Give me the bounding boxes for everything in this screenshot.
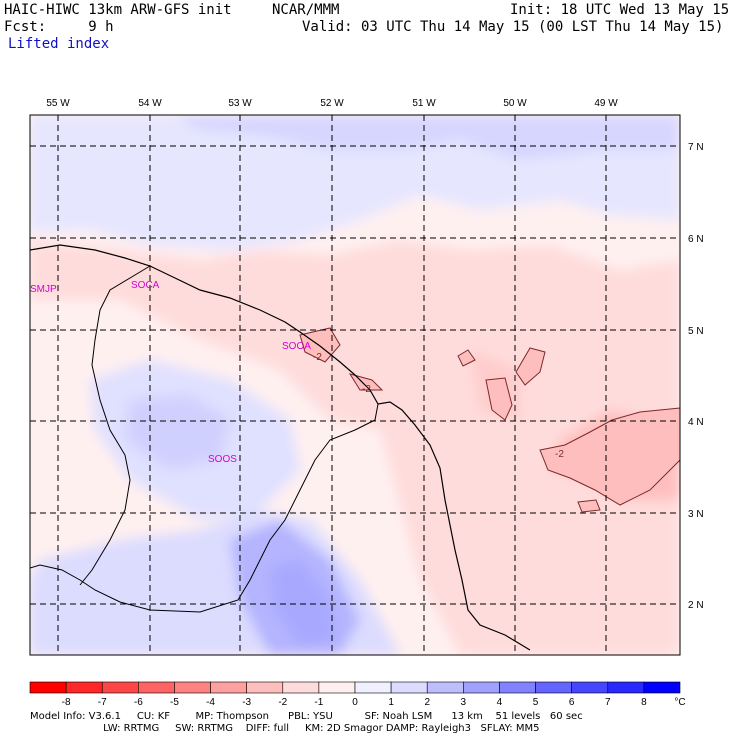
colorbar-tick-label: 2 bbox=[424, 697, 430, 708]
model-info-line2: LW: RRTMG SW: RRTMG DIFF: full KM: 2D Sm… bbox=[30, 723, 540, 734]
colorbar-swatch bbox=[138, 681, 175, 694]
colorbar-swatch bbox=[65, 681, 103, 694]
shaded-field: SMJP SOCA SOOA SOOS -2 -2 -2 bbox=[30, 115, 680, 655]
colorbar-tick-label: 8 bbox=[641, 697, 647, 708]
colorbar-tick-label: 3 bbox=[461, 697, 467, 708]
station-label-sooa: SOOA bbox=[282, 341, 311, 352]
station-label-smjp: SMJP bbox=[30, 284, 57, 295]
field-name: Lifted index bbox=[8, 36, 110, 52]
colorbar-tick-label: -7 bbox=[98, 697, 107, 708]
colorbar-swatch bbox=[535, 681, 572, 694]
lat-label: 4 N bbox=[688, 417, 704, 428]
contour-label: -2 bbox=[555, 449, 564, 460]
lat-label: 3 N bbox=[688, 509, 704, 520]
model-info-line1: Model Info: V3.6.1 CU: KF MP: Thompson P… bbox=[30, 711, 583, 722]
lat-lon-grid bbox=[30, 115, 680, 655]
colorbar-swatch bbox=[29, 681, 67, 694]
colorbar-swatch bbox=[282, 681, 320, 694]
lat-label: 2 N bbox=[688, 600, 704, 611]
colorbar-swatch bbox=[643, 681, 681, 694]
colorbar-swatch bbox=[318, 681, 356, 694]
lat-label: 7 N bbox=[688, 142, 704, 153]
org-label: NCAR/MMM bbox=[272, 2, 340, 18]
contour-label: -2 bbox=[362, 384, 371, 395]
colorbar-tick-label: -5 bbox=[170, 697, 179, 708]
init-time: Init: 18 UTC Wed 13 May 15 bbox=[510, 2, 730, 18]
colorbar-tick-label: 4 bbox=[497, 697, 503, 708]
colorbar-swatch bbox=[246, 681, 284, 694]
lon-label: 51 W bbox=[412, 98, 436, 109]
colorbar-swatch bbox=[101, 681, 139, 694]
colorbar-swatch bbox=[210, 681, 247, 694]
colorbar-swatch bbox=[426, 681, 464, 694]
valid-time: Valid: 03 UTC Thu 14 May 15 (00 LST Thu … bbox=[302, 19, 724, 35]
colorbar-tick-label: 6 bbox=[569, 697, 575, 708]
colorbar-swatch bbox=[354, 681, 392, 694]
colorbar-tick-label: -3 bbox=[242, 697, 251, 708]
station-label-soos: SOOS bbox=[208, 454, 237, 465]
colorbar-swatch bbox=[174, 681, 211, 694]
colorbar-tick-label: -2 bbox=[278, 697, 287, 708]
colorbar-swatch bbox=[390, 681, 428, 694]
colorbar-tick-label: -4 bbox=[206, 697, 215, 708]
lon-label: 55 W bbox=[46, 98, 70, 109]
color-scale-bar bbox=[29, 681, 681, 694]
borders bbox=[30, 265, 379, 613]
colorbar-tick-label: 1 bbox=[388, 697, 394, 708]
colorbar-tick-label: -8 bbox=[62, 697, 71, 708]
forecast-hour: Fcst: 9 h bbox=[4, 19, 114, 35]
contour-label: -2 bbox=[313, 352, 322, 363]
colorbar-tick-label: 5 bbox=[533, 697, 539, 708]
colorbar-tick-label: -6 bbox=[134, 697, 143, 708]
station-label-soca: SOCA bbox=[131, 280, 160, 291]
lon-label: 54 W bbox=[138, 98, 162, 109]
lon-label: 53 W bbox=[228, 98, 252, 109]
colorbar-unit: °C bbox=[674, 697, 685, 708]
colorbar-swatch bbox=[499, 681, 536, 694]
colorbar-swatch bbox=[571, 681, 609, 694]
map-frame bbox=[29, 114, 681, 656]
colorbar-tick-label: 7 bbox=[605, 697, 611, 708]
coastline bbox=[30, 244, 531, 651]
colorbar-swatch bbox=[463, 681, 500, 694]
colorbar-tick-label: 0 bbox=[352, 697, 358, 708]
lon-label: 52 W bbox=[320, 98, 344, 109]
lon-label: 49 W bbox=[594, 98, 618, 109]
colorbar-tick-label: -1 bbox=[314, 697, 323, 708]
lon-label: 50 W bbox=[503, 98, 527, 109]
lat-label: 6 N bbox=[688, 234, 704, 245]
model-title: HAIC-HIWC 13km ARW-GFS init bbox=[4, 2, 232, 18]
lat-label: 5 N bbox=[688, 326, 704, 337]
colorbar-swatch bbox=[607, 681, 645, 694]
